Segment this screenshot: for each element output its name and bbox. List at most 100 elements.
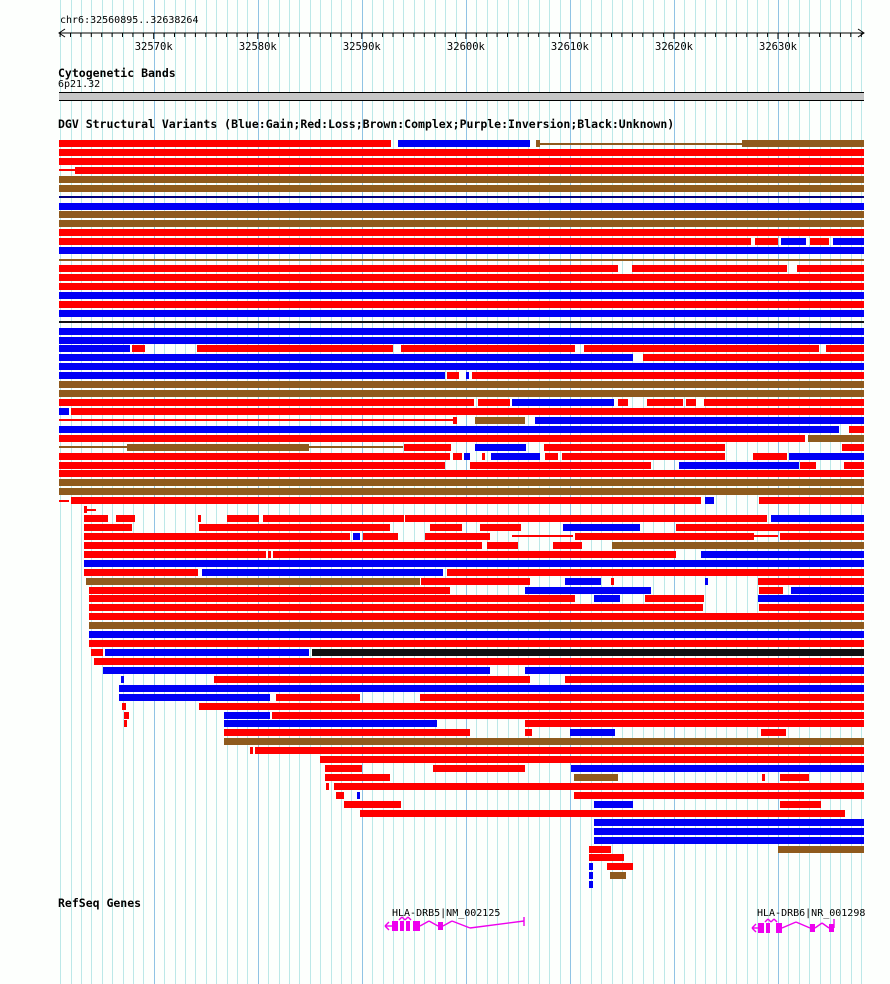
variant-segment[interactable] <box>465 372 469 380</box>
variant-segment[interactable] <box>703 399 864 406</box>
variant-segment[interactable] <box>254 747 864 755</box>
variant-segment[interactable] <box>214 675 530 683</box>
variant-segment[interactable] <box>59 354 633 362</box>
variant-segment[interactable] <box>84 532 350 540</box>
variant-segment[interactable] <box>59 229 864 237</box>
variant-segment[interactable] <box>59 175 864 183</box>
variant-segment[interactable] <box>397 140 530 147</box>
variant-segment[interactable] <box>593 827 864 835</box>
variant-segment[interactable] <box>588 854 625 862</box>
variant-segment[interactable] <box>545 452 559 460</box>
variant-segment[interactable] <box>753 535 778 538</box>
variant-segment[interactable] <box>480 524 522 531</box>
variant-segment[interactable] <box>475 416 526 424</box>
variant-segment[interactable] <box>88 586 451 594</box>
variant-segment[interactable] <box>758 497 864 505</box>
variant-segment[interactable] <box>645 595 704 603</box>
variant-segment[interactable] <box>59 157 864 165</box>
variant-segment[interactable] <box>59 345 130 353</box>
variant-segment[interactable] <box>758 604 864 612</box>
variant-segment[interactable] <box>227 515 260 523</box>
variant-segment[interactable] <box>841 443 864 451</box>
variant-segment[interactable] <box>84 515 109 523</box>
variant-segment[interactable] <box>121 702 126 710</box>
variant-segment[interactable] <box>334 783 864 790</box>
variant-segment[interactable] <box>273 550 676 558</box>
variant-segment[interactable] <box>761 729 786 737</box>
variant-segment[interactable] <box>472 372 864 380</box>
variant-segment[interactable] <box>59 148 864 156</box>
variant-segment[interactable] <box>512 399 615 406</box>
variant-segment[interactable] <box>593 595 621 603</box>
variant-segment[interactable] <box>742 140 864 147</box>
gene-exon[interactable] <box>758 923 764 933</box>
variant-segment[interactable] <box>758 586 783 594</box>
variant-segment[interactable] <box>475 443 526 451</box>
variant-segment[interactable] <box>612 541 864 549</box>
variant-segment[interactable] <box>843 461 864 469</box>
variant-segment[interactable] <box>59 461 445 469</box>
variant-segment[interactable] <box>84 550 266 558</box>
variant-segment[interactable] <box>570 729 616 737</box>
cytogenetic-band-bar[interactable] <box>59 92 864 101</box>
variant-segment[interactable] <box>611 577 615 585</box>
variant-segment[interactable] <box>91 649 104 656</box>
variant-segment[interactable] <box>797 265 864 272</box>
variant-segment[interactable] <box>199 524 390 531</box>
variant-segment[interactable] <box>196 345 394 353</box>
variant-segment[interactable] <box>490 452 541 460</box>
variant-segment[interactable] <box>588 845 612 853</box>
variant-segment[interactable] <box>324 774 390 781</box>
variant-segment[interactable] <box>116 515 136 523</box>
variant-segment[interactable] <box>478 399 510 406</box>
variant-segment[interactable] <box>352 532 360 540</box>
variant-segment[interactable] <box>335 791 344 799</box>
variant-segment[interactable] <box>84 506 88 514</box>
variant-segment[interactable] <box>525 586 651 594</box>
gene-exon[interactable] <box>400 921 404 931</box>
variant-segment[interactable] <box>59 184 864 192</box>
variant-segment[interactable] <box>403 443 451 451</box>
variant-segment[interactable] <box>704 497 715 505</box>
variant-segment[interactable] <box>59 273 864 281</box>
variant-segment[interactable] <box>525 720 864 728</box>
variant-segment[interactable] <box>59 336 864 344</box>
variant-segment[interactable] <box>59 479 864 487</box>
variant-segment[interactable] <box>271 711 864 719</box>
variant-segment[interactable] <box>84 524 132 531</box>
variant-segment[interactable] <box>59 372 445 380</box>
variant-segment[interactable] <box>525 729 533 737</box>
gene-exon[interactable] <box>413 921 420 931</box>
gene-exon[interactable] <box>766 923 770 933</box>
variant-segment[interactable] <box>224 720 437 728</box>
variant-segment[interactable] <box>325 783 329 790</box>
variant-segment[interactable] <box>757 577 864 585</box>
variant-segment[interactable] <box>103 666 490 674</box>
variant-segment[interactable] <box>571 765 864 773</box>
variant-segment[interactable] <box>59 238 751 246</box>
variant-segment[interactable] <box>704 577 708 585</box>
gene-exon[interactable] <box>810 924 815 932</box>
variant-segment[interactable] <box>71 497 701 505</box>
variant-segment[interactable] <box>201 568 443 576</box>
variant-segment[interactable] <box>574 774 618 781</box>
variant-segment[interactable] <box>319 756 864 764</box>
variant-segment[interactable] <box>224 729 471 737</box>
variant-segment[interactable] <box>755 238 778 246</box>
variant-segment[interactable] <box>88 613 864 621</box>
gene-label[interactable]: HLA-DRB6|NR_001298 <box>757 908 866 919</box>
variant-segment[interactable] <box>646 399 683 406</box>
variant-segment[interactable] <box>124 720 128 728</box>
variant-segment[interactable] <box>59 419 456 422</box>
variant-segment[interactable] <box>588 863 593 871</box>
variant-segment[interactable] <box>88 640 864 648</box>
variant-segment[interactable] <box>562 524 641 531</box>
variant-segment[interactable] <box>59 169 76 172</box>
variant-segment[interactable] <box>59 265 618 272</box>
variant-segment[interactable] <box>574 791 864 799</box>
variant-segment[interactable] <box>324 765 363 773</box>
variant-segment[interactable] <box>405 515 768 523</box>
variant-segment[interactable] <box>88 622 864 630</box>
variant-segment[interactable] <box>249 747 253 755</box>
variant-segment[interactable] <box>262 515 404 523</box>
